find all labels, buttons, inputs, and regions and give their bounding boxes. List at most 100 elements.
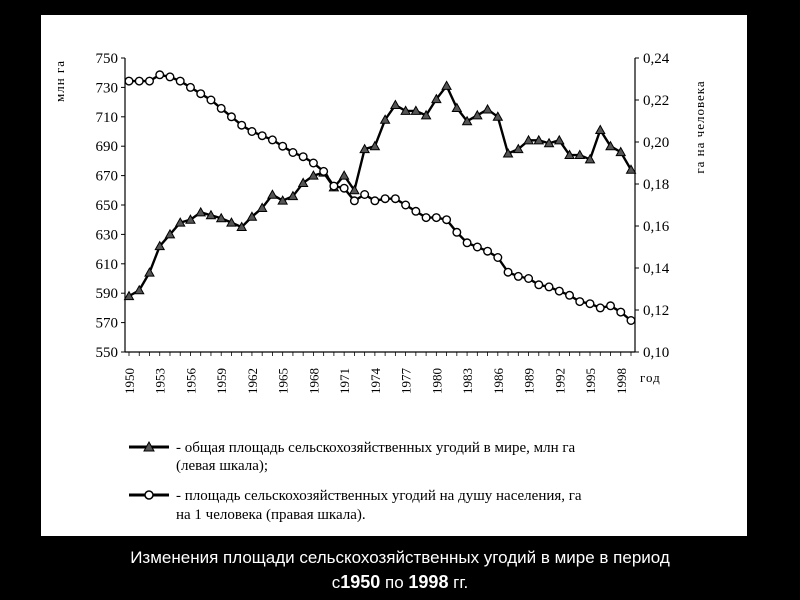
x-tick-label: 1983 — [460, 368, 475, 394]
series-2-point — [452, 227, 462, 237]
series-1-point — [174, 217, 186, 227]
x-tick-label: 1953 — [153, 368, 168, 394]
chart-series — [123, 70, 637, 326]
caption-line-2: с1950 по 1998 гг. — [0, 570, 800, 595]
series-1-point — [451, 102, 463, 112]
y-right-tick-label: 0,18 — [643, 177, 669, 193]
series-2-point — [513, 271, 523, 281]
y-left-tick-label: 550 — [96, 345, 119, 361]
y-left-tick-label: 730 — [96, 80, 119, 96]
y-left-tick-label: 610 — [96, 257, 119, 273]
series-2-point — [216, 103, 226, 113]
series-1-point — [297, 177, 309, 187]
series-2-point — [247, 126, 257, 136]
series-2-point — [595, 303, 605, 313]
series-2-point — [319, 166, 329, 176]
y-right-tick-label: 0,22 — [643, 93, 669, 109]
x-tick-label: 1950 — [122, 368, 137, 394]
x-tick-label: 1974 — [368, 368, 383, 395]
series-1-point — [584, 153, 596, 164]
series-1-point — [308, 170, 319, 180]
series-1-point — [277, 195, 289, 205]
series-2-point — [226, 112, 236, 122]
y-left-tick-label: 690 — [96, 139, 119, 155]
series-2-point — [267, 135, 277, 145]
x-tick-label: 1968 — [306, 368, 321, 394]
legend-item-1: - общая площадь сельскохозяйственных уго… — [176, 440, 576, 456]
series-1-point — [471, 109, 483, 120]
series-1-point — [205, 209, 217, 220]
slide-caption: Изменения площади сельскохозяйственных у… — [0, 545, 800, 595]
series-1-point — [492, 111, 504, 121]
series-1-point — [164, 228, 176, 239]
series-2-point — [462, 238, 472, 248]
series-1-point — [400, 105, 411, 115]
series-2-point — [565, 290, 575, 300]
caption-mid: по — [380, 573, 409, 592]
legend-item-2-cont: на 1 человека (правая шкала). — [176, 507, 366, 523]
series-2-point — [554, 286, 564, 296]
series-1-point — [605, 140, 616, 151]
series-1-point — [594, 124, 606, 135]
series-line-1 — [128, 83, 633, 298]
series-1-point — [154, 240, 166, 251]
series-2-point — [298, 152, 308, 162]
series-2-point — [237, 120, 247, 130]
series-2-point — [206, 95, 216, 105]
caption-prefix: с — [331, 573, 341, 592]
series-1-point — [543, 137, 555, 148]
series-1-point — [133, 284, 145, 295]
series-2-point — [175, 76, 185, 86]
series-2-point — [575, 297, 585, 307]
x-tick-label: 1959 — [214, 368, 229, 394]
series-1-point — [420, 109, 432, 120]
chart-ticks: 550 570 590 610 630 650 670 690 710 730 750 0,10 0,1… — [96, 51, 670, 394]
series-1-point — [390, 99, 401, 110]
series-1-point — [123, 290, 135, 301]
series-2-point — [544, 282, 554, 292]
series-2-point — [524, 274, 534, 284]
x-tick-label: 1989 — [522, 368, 537, 394]
y-axis-label-left: млн га — [52, 60, 67, 102]
y-left-tick-label: 650 — [96, 198, 119, 214]
chart-panel: 550 570 590 610 630 650 670 690 710 730 750 0,10 0,1… — [41, 15, 747, 536]
series-2-point — [411, 206, 421, 216]
caption-line-1: Изменения площади сельскохозяйственных у… — [130, 548, 670, 567]
series-2-point — [329, 181, 339, 191]
series-1-point — [246, 211, 258, 221]
series-1-point — [553, 134, 565, 145]
series-2-point — [585, 299, 595, 309]
series-2-point — [196, 89, 206, 99]
legend-item-1-cont: (левая шкала); — [176, 458, 268, 474]
y-left-tick-label: 750 — [96, 51, 119, 67]
series-1-point — [523, 134, 534, 145]
series-1-point — [512, 143, 524, 154]
x-tick-label: 1992 — [552, 368, 567, 394]
legend-circle-marker — [144, 490, 154, 500]
series-1-point — [144, 267, 155, 277]
series-1-point — [185, 214, 196, 224]
y-right-tick-label: 0,24 — [643, 51, 670, 67]
series-1-point — [574, 149, 586, 160]
series-1-point — [564, 149, 575, 160]
series-1-point — [236, 221, 248, 232]
series-line-2 — [129, 73, 632, 322]
series-2-point — [493, 252, 503, 262]
series-2-point — [308, 158, 318, 168]
series-2-point — [339, 183, 349, 193]
series-2-point — [144, 76, 154, 86]
series-1-point — [379, 114, 391, 124]
legend-item-2: - площадь сельскохозяйственных угодий на… — [176, 488, 582, 504]
series-1-point — [338, 170, 350, 180]
series-1-point — [267, 189, 278, 199]
x-tick-label: 1998 — [614, 368, 629, 394]
x-tick-label: 1980 — [429, 368, 444, 394]
series-2-point — [472, 242, 482, 252]
series-2-point — [370, 196, 380, 206]
y-left-tick-label: 630 — [96, 227, 119, 243]
series-1-point — [349, 184, 360, 195]
series-2-point — [503, 267, 513, 277]
y-left-tick-label: 670 — [96, 169, 119, 185]
series-2-point — [534, 280, 544, 290]
series-2-point — [401, 200, 411, 210]
